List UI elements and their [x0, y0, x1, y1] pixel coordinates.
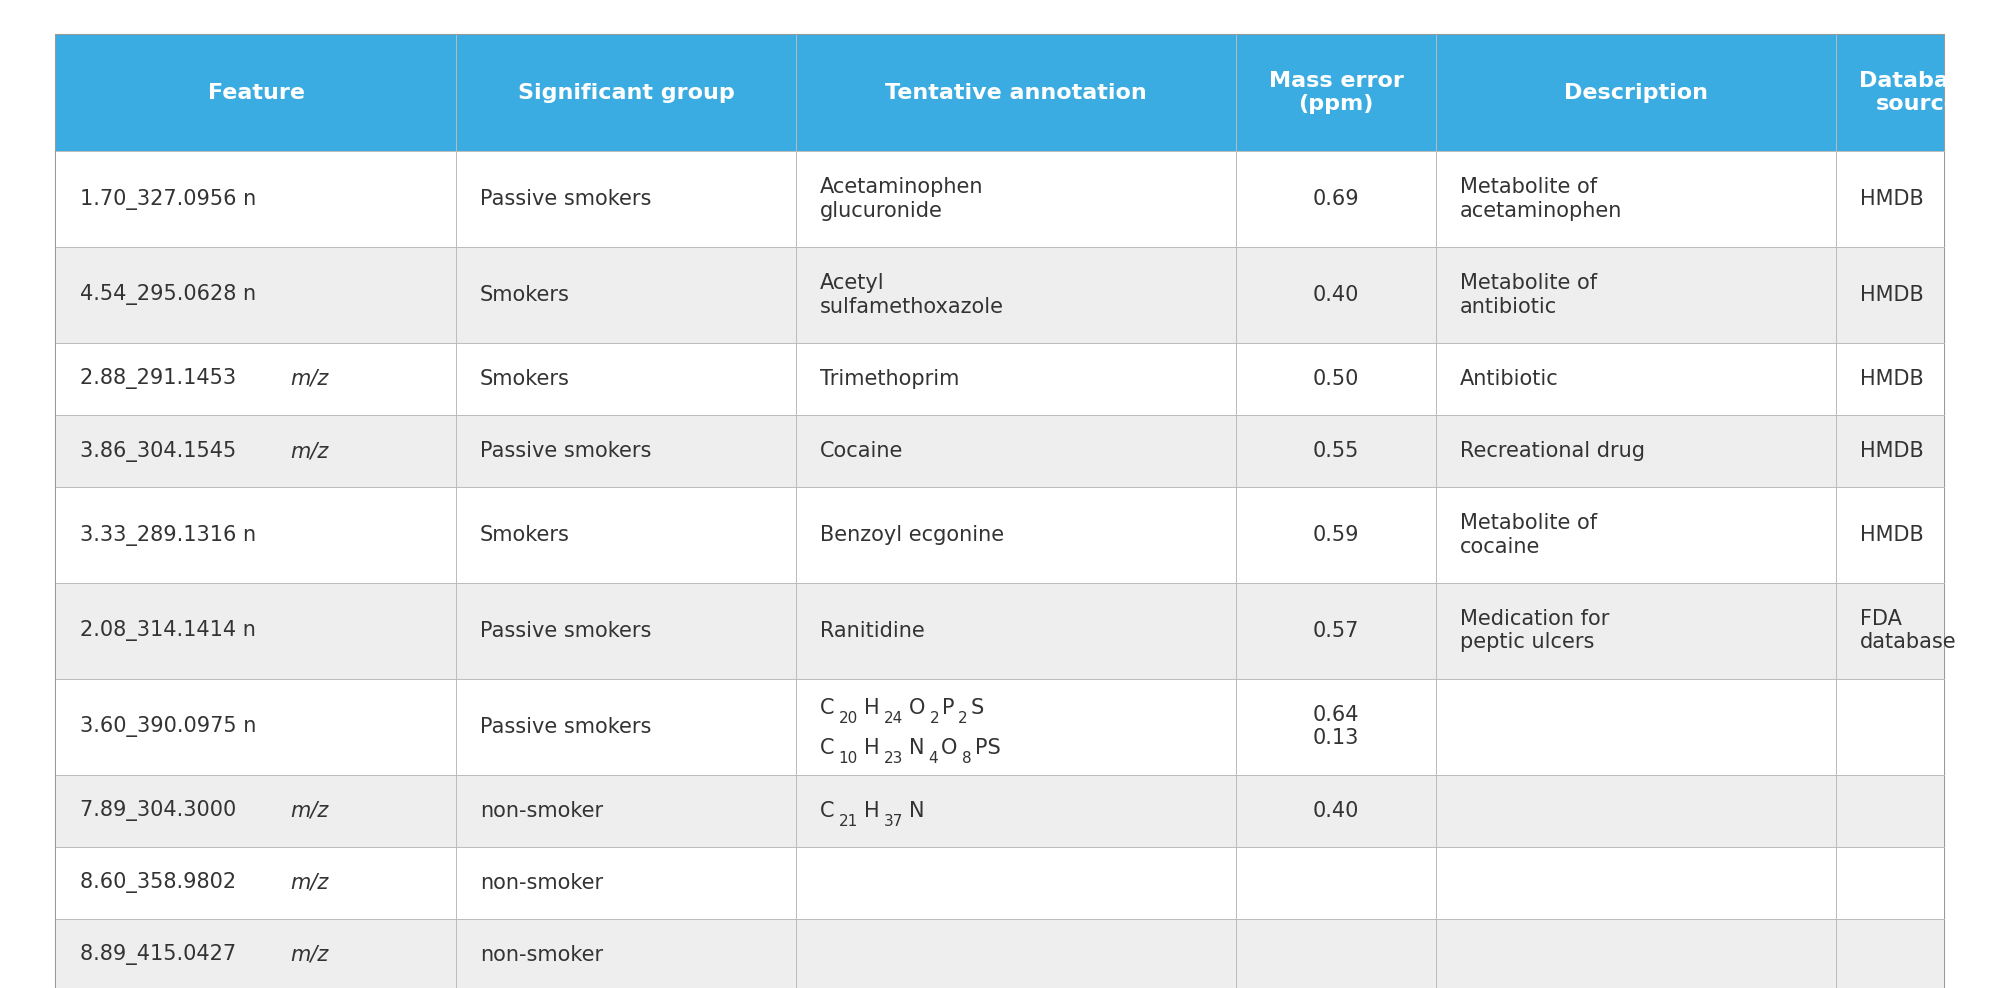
Text: Cocaine: Cocaine [820, 441, 904, 461]
Text: 21: 21 [838, 814, 858, 829]
Text: 0.59: 0.59 [1312, 525, 1360, 545]
Text: 0.40: 0.40 [1312, 800, 1360, 821]
Text: non-smoker: non-smoker [480, 945, 604, 965]
Text: Passive smokers: Passive smokers [480, 716, 652, 737]
Text: Significant group: Significant group [518, 83, 734, 103]
Text: 2: 2 [930, 711, 940, 726]
Bar [56, 775, 1944, 847]
Text: HMDB: HMDB [1860, 525, 1924, 545]
Text: Passive smokers: Passive smokers [480, 441, 652, 461]
Text: Smokers: Smokers [480, 525, 570, 545]
Text: Metabolite of
acetaminophen: Metabolite of acetaminophen [1460, 178, 1622, 220]
Text: Smokers: Smokers [480, 369, 570, 389]
Text: 8: 8 [962, 751, 972, 766]
Text: Metabolite of
cocaine: Metabolite of cocaine [1460, 514, 1598, 556]
Text: Recreational drug: Recreational drug [1460, 441, 1644, 461]
Text: Antibiotic: Antibiotic [1460, 369, 1558, 389]
Text: 3.33_289.1316 n: 3.33_289.1316 n [80, 525, 256, 545]
Bar [56, 415, 1944, 487]
Text: 23: 23 [884, 751, 904, 766]
Text: 2.08_314.1414 n: 2.08_314.1414 n [80, 620, 256, 641]
Text: FDA
database: FDA database [1860, 610, 1956, 652]
Text: HMDB: HMDB [1860, 369, 1924, 389]
Text: 0.40: 0.40 [1312, 285, 1360, 305]
Text: C: C [820, 698, 834, 717]
Text: 2: 2 [958, 711, 968, 726]
Text: 10: 10 [838, 751, 858, 766]
Text: Smokers: Smokers [480, 285, 570, 305]
Bar [56, 343, 1944, 415]
Text: m/z: m/z [290, 872, 328, 893]
Text: 37: 37 [884, 814, 904, 829]
Text: HMDB: HMDB [1860, 285, 1924, 305]
Text: Database
source: Database source [1858, 71, 1978, 115]
Bar [56, 487, 1944, 583]
Text: N: N [908, 738, 924, 758]
Text: non-smoker: non-smoker [480, 872, 604, 893]
Text: 8.89_415.0427: 8.89_415.0427 [80, 945, 242, 965]
Text: H: H [864, 800, 880, 821]
Text: H: H [864, 698, 880, 717]
Text: Trimethoprim: Trimethoprim [820, 369, 960, 389]
Text: m/z: m/z [290, 441, 328, 461]
Bar [56, 679, 1944, 775]
Text: Acetyl
sulfamethoxazole: Acetyl sulfamethoxazole [820, 274, 1004, 316]
Text: 2.88_291.1453: 2.88_291.1453 [80, 369, 242, 389]
Text: Medication for
peptic ulcers: Medication for peptic ulcers [1460, 610, 1610, 652]
Bar [56, 151, 1944, 247]
Text: 8.60_358.9802: 8.60_358.9802 [80, 872, 242, 893]
Text: HMDB: HMDB [1860, 441, 1924, 461]
Text: m/z: m/z [290, 800, 328, 821]
Text: C: C [820, 738, 834, 758]
Bar [56, 247, 1944, 343]
Bar [56, 583, 1944, 679]
Text: 24: 24 [884, 711, 902, 726]
Text: Passive smokers: Passive smokers [480, 189, 652, 209]
Text: O: O [908, 698, 924, 717]
Text: 0.64
0.13: 0.64 0.13 [1312, 705, 1360, 748]
Text: 20: 20 [838, 711, 858, 726]
Text: 3.60_390.0975 n: 3.60_390.0975 n [80, 716, 256, 737]
Text: P: P [942, 698, 954, 717]
Text: Description: Description [1564, 83, 1708, 103]
Text: 3.86_304.1545: 3.86_304.1545 [80, 441, 242, 461]
Text: Mass error
(ppm): Mass error (ppm) [1268, 71, 1404, 115]
Text: C: C [820, 800, 834, 821]
Text: S: S [970, 698, 984, 717]
Text: non-smoker: non-smoker [480, 800, 604, 821]
Text: Passive smokers: Passive smokers [480, 620, 652, 641]
Bar [56, 35, 1944, 151]
Text: PS: PS [974, 738, 1000, 758]
Text: 0.50: 0.50 [1312, 369, 1360, 389]
Text: Ranitidine: Ranitidine [820, 620, 924, 641]
Text: Tentative annotation: Tentative annotation [886, 83, 1146, 103]
Text: 0.57: 0.57 [1312, 620, 1360, 641]
Text: Feature: Feature [208, 83, 304, 103]
Text: 0.69: 0.69 [1312, 189, 1360, 209]
Text: Metabolite of
antibiotic: Metabolite of antibiotic [1460, 274, 1598, 316]
Text: 1.70_327.0956 n: 1.70_327.0956 n [80, 189, 256, 209]
Text: HMDB: HMDB [1860, 189, 1924, 209]
Text: m/z: m/z [290, 369, 328, 389]
Text: m/z: m/z [290, 945, 328, 965]
Text: Benzoyl ecgonine: Benzoyl ecgonine [820, 525, 1004, 545]
Text: O: O [942, 738, 958, 758]
Text: 4: 4 [928, 751, 938, 766]
Text: Acetaminophen
glucuronide: Acetaminophen glucuronide [820, 178, 984, 220]
Text: 4.54_295.0628 n: 4.54_295.0628 n [80, 285, 256, 305]
Text: 7.89_304.3000: 7.89_304.3000 [80, 800, 242, 821]
Text: N: N [908, 800, 924, 821]
Text: H: H [864, 738, 880, 758]
Bar [56, 919, 1944, 988]
Bar [56, 847, 1944, 919]
Text: 0.55: 0.55 [1312, 441, 1360, 461]
